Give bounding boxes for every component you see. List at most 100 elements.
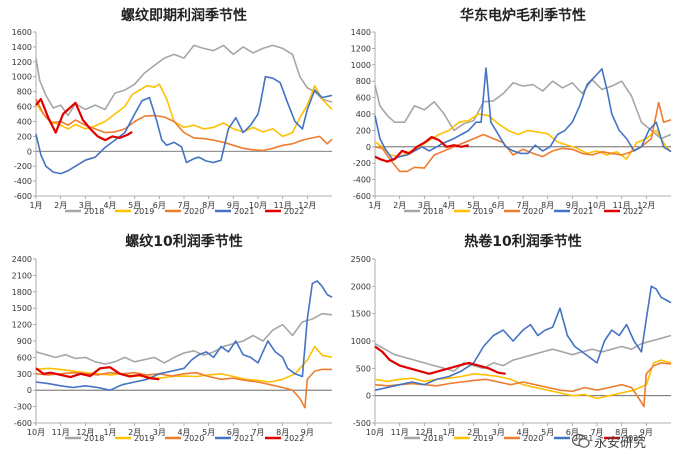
legend-label-2022: 2022	[284, 434, 304, 443]
y-tick-label: -400	[14, 177, 32, 186]
y-tick-label: 0	[366, 392, 371, 401]
x-tick-label: 4月	[442, 201, 455, 210]
y-tick-label: 2100	[12, 271, 32, 280]
x-tick-label: 10月	[588, 201, 606, 210]
x-tick-label: 5月	[128, 201, 141, 210]
y-tick-label: 800	[17, 88, 32, 97]
legend-label-2019: 2019	[134, 207, 154, 216]
chart-panel: 华东电炉毛利季节性 -600 -400 -200 0 200 400 600 800 1000 12…	[351, 7, 672, 216]
y-tick-label: 2500	[351, 255, 371, 264]
chart-title: 螺纹10利润季节性	[125, 233, 242, 250]
x-tick-label: 9月	[640, 428, 653, 437]
y-tick-label: 600	[356, 94, 371, 103]
x-tick-label: 9月	[227, 201, 240, 210]
x-tick-label: 8月	[541, 201, 554, 210]
y-tick-label: -300	[14, 403, 32, 412]
x-tick-label: 10月	[249, 201, 267, 210]
y-tick-label: 1000	[12, 73, 32, 82]
y-tick-label: -200	[14, 162, 32, 171]
y-tick-label: 1400	[351, 28, 371, 37]
y-tick-label: 1000	[351, 61, 371, 70]
y-tick-label: 400	[356, 110, 371, 119]
x-tick-label: 6月	[566, 428, 579, 437]
y-tick-label: 800	[356, 77, 371, 86]
chart-title: 华东电炉毛利季节性	[460, 7, 586, 24]
y-tick-label: 1200	[12, 321, 32, 330]
y-tick-label: 2000	[351, 282, 371, 291]
x-tick-label: 3月	[492, 428, 505, 437]
legend-label-2018: 2018	[423, 434, 443, 443]
series-line-2020	[35, 368, 332, 409]
legend-label-2022: 2022	[284, 207, 304, 216]
x-tick-label: 6月	[227, 428, 240, 437]
y-tick-label: 200	[356, 126, 371, 135]
legend-label-2020: 2020	[184, 434, 204, 443]
chart-panel: 热卷10利润季节性 -500 0 500 1000 1500 2000 2500 10月 11月 1…	[351, 233, 672, 443]
legend-label-2019: 2019	[473, 207, 493, 216]
watermark-text: 永安研究	[594, 435, 647, 451]
x-tick-label: 7月	[516, 201, 529, 210]
series-line-2021	[35, 75, 333, 175]
x-tick-label: 9月	[566, 201, 579, 210]
series-line-2018	[35, 44, 333, 117]
y-tick-label: 1600	[12, 28, 32, 37]
series-line-2021	[374, 285, 672, 391]
chart-title: 热卷10利润季节性	[464, 233, 581, 250]
series-line-2021	[374, 67, 672, 160]
y-tick-label: 400	[17, 117, 32, 126]
legend-label-2020: 2020	[523, 207, 543, 216]
x-tick-label: 1月	[103, 428, 116, 437]
x-tick-label: 7月	[251, 428, 264, 437]
x-tick-label: 1月	[442, 428, 455, 437]
y-tick-label: 1400	[12, 43, 32, 52]
x-tick-label: 10月	[366, 428, 384, 437]
chart-panel: 螺纹10利润季节性 -600 -300 0 300 600 900 1200 1500 1800 2…	[12, 233, 333, 443]
x-tick-label: 8月	[615, 428, 628, 437]
legend-label-2021: 2021	[234, 207, 254, 216]
y-tick-label: 600	[17, 353, 32, 362]
series-line-2022	[35, 98, 133, 142]
x-tick-label: 12月	[415, 428, 433, 437]
series-line-2019	[374, 359, 672, 400]
y-tick-label: -500	[353, 419, 371, 428]
y-tick-label: 0	[366, 143, 371, 152]
x-tick-label: 7月	[177, 201, 190, 210]
legend-label-2018: 2018	[84, 434, 104, 443]
legend-label-2018: 2018	[84, 207, 104, 216]
series-line-2019	[374, 113, 672, 160]
x-tick-label: 5月	[541, 428, 554, 437]
series-line-2018	[374, 78, 672, 140]
x-tick-label: 8月	[202, 201, 215, 210]
series-line-2018	[35, 312, 333, 365]
x-tick-label: 4月	[177, 428, 190, 437]
y-tick-label: 900	[17, 337, 32, 346]
y-tick-label: 1000	[351, 337, 371, 346]
x-tick-label: 6月	[153, 201, 166, 210]
legend-label-2021: 2021	[234, 434, 254, 443]
x-tick-label: 5月	[202, 428, 215, 437]
y-tick-label: -600	[14, 192, 32, 201]
series-line-2020	[374, 362, 672, 408]
x-tick-label: 3月	[153, 428, 166, 437]
y-tick-label: 1800	[12, 288, 32, 297]
x-tick-label: 9月	[301, 428, 314, 437]
x-tick-label: 11月	[52, 428, 70, 437]
x-tick-label: 2月	[54, 201, 67, 210]
series-line-2020	[374, 101, 672, 173]
y-tick-label: -200	[353, 159, 371, 168]
y-tick-label: 1200	[12, 58, 32, 67]
legend-label-2022: 2022	[623, 207, 643, 216]
x-tick-label: 1月	[368, 201, 381, 210]
legend-label-2020: 2020	[523, 434, 543, 443]
x-tick-label: 4月	[103, 201, 116, 210]
x-tick-label: 8月	[276, 428, 289, 437]
x-tick-label: 3月	[79, 201, 92, 210]
series-line-2019	[35, 83, 333, 138]
x-tick-label: 2月	[128, 428, 141, 437]
y-tick-label: 1500	[12, 304, 32, 313]
y-tick-label: 0	[27, 386, 32, 395]
legend-label-2020: 2020	[184, 207, 204, 216]
x-tick-label: 7月	[590, 428, 603, 437]
x-tick-label: 1月	[29, 201, 42, 210]
